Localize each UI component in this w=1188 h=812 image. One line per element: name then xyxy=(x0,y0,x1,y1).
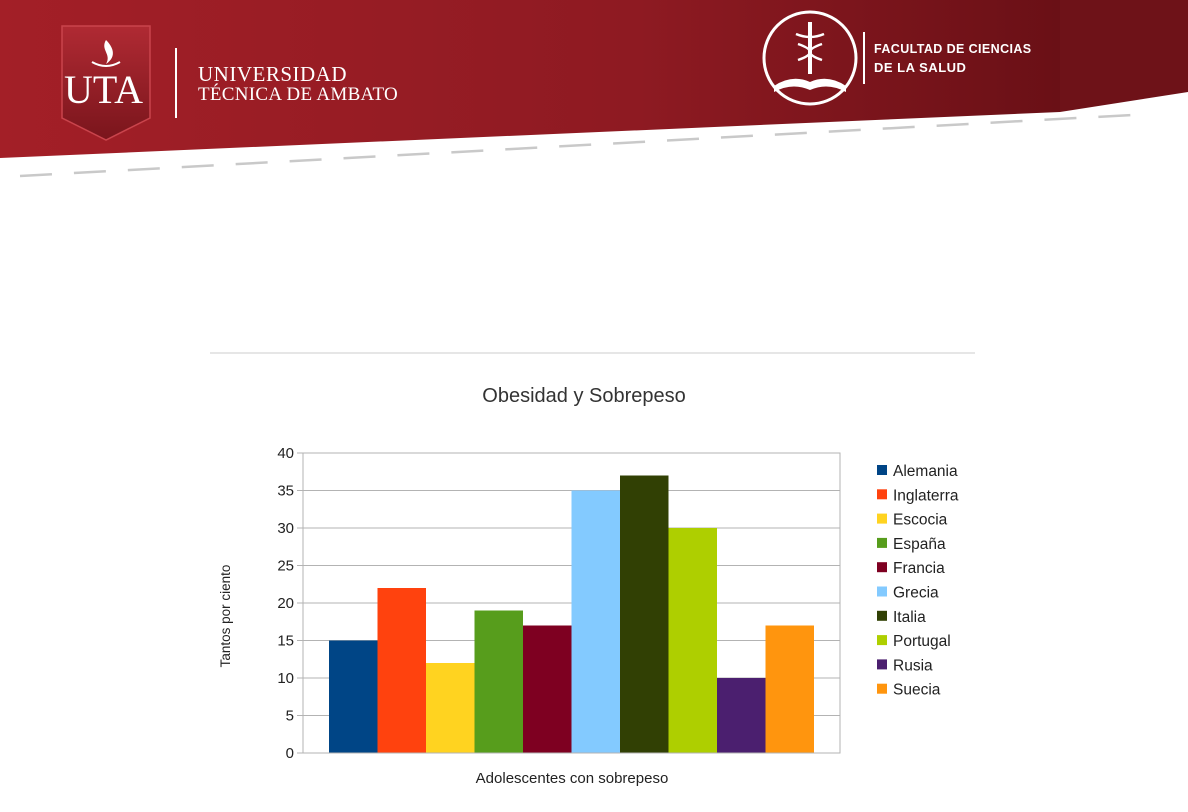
bar-chart: Obesidad y Sobrepeso Tantos por ciento A… xyxy=(210,352,975,787)
y-axis-label: Tantos por ciento xyxy=(218,565,233,668)
legend-swatch xyxy=(877,513,887,524)
bar-españa xyxy=(474,610,523,753)
y-tick-label: 35 xyxy=(277,483,294,500)
university-name-line1: UNIVERSIDAD xyxy=(198,62,347,86)
faculty-emblem xyxy=(762,10,858,106)
faculty-name-line2: DE LA SALUD xyxy=(874,60,967,75)
legend-swatch xyxy=(877,659,887,670)
legend-label: Rusia xyxy=(893,657,933,674)
y-tick-label: 25 xyxy=(277,558,294,575)
y-tick-label: 40 xyxy=(277,445,294,462)
legend-label: Italia xyxy=(893,609,926,626)
bar-alemania xyxy=(329,640,378,753)
y-tick-label: 0 xyxy=(286,745,294,762)
bar-rusia xyxy=(717,678,766,753)
bar-francia xyxy=(523,625,572,753)
legend-label: Francia xyxy=(893,560,945,577)
legend-swatch xyxy=(877,537,887,548)
y-tick-label: 20 xyxy=(277,595,294,612)
x-axis-label: Adolescentes con sobrepeso xyxy=(476,770,669,787)
bar-portugal xyxy=(668,528,717,753)
legend-label: Grecia xyxy=(893,585,939,602)
legend-swatch xyxy=(877,635,887,646)
banner-main xyxy=(0,0,1060,158)
legend-label: Alemania xyxy=(893,463,958,480)
legend-label: Portugal xyxy=(893,633,951,650)
y-tick-labels: 0 5 10 15 20 25 30 35 40 xyxy=(277,445,294,762)
y-tick-label: 15 xyxy=(277,633,294,650)
bar-inglaterra xyxy=(377,588,426,753)
flame-icon xyxy=(104,40,113,64)
legend: Alemania Inglaterra Escocia España Francia Gr… xyxy=(877,463,959,699)
bar-escocia xyxy=(426,663,475,753)
bars xyxy=(329,475,814,753)
legend-swatch xyxy=(877,610,887,621)
legend-label: Escocia xyxy=(893,512,948,529)
plot-area-frame xyxy=(302,452,841,754)
y-tick-label: 10 xyxy=(277,670,294,687)
bar-italia xyxy=(620,475,669,753)
y-tick-label: 5 xyxy=(286,708,294,725)
legend-swatch xyxy=(877,683,887,694)
faculty-name-line1: FACULTAD DE CIENCIAS xyxy=(874,42,1032,56)
bar-grecia xyxy=(571,490,620,753)
legend-swatch xyxy=(877,586,887,597)
logo-text: UTA xyxy=(64,67,144,112)
legend-swatch xyxy=(877,562,887,573)
legend-swatch xyxy=(877,465,887,475)
header-banner xyxy=(0,0,1188,178)
uta-shield-logo xyxy=(61,25,151,141)
book-icon xyxy=(774,78,846,92)
legend-label: Inglaterra xyxy=(893,487,959,504)
bar-suecia xyxy=(765,625,814,753)
banner-right-corner xyxy=(1060,0,1188,112)
y-tick-label: 30 xyxy=(277,520,294,537)
university-name-line2: TÉCNICA DE AMBATO xyxy=(198,84,399,105)
dashed-separator xyxy=(19,112,1151,178)
chart-title: Obesidad y Sobrepeso xyxy=(482,385,685,407)
legend-label: España xyxy=(893,536,946,553)
legend-label: Suecia xyxy=(893,682,941,699)
legend-swatch xyxy=(877,489,887,500)
